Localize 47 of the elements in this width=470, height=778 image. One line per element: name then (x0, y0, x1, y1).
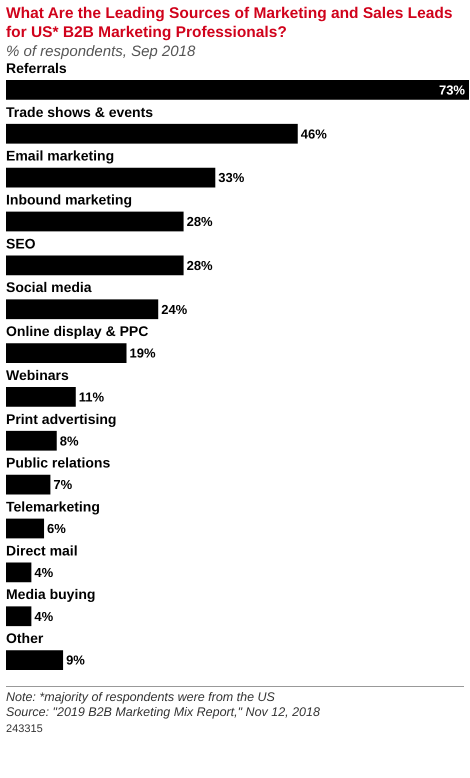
data-label: 11% (78, 390, 105, 405)
data-label: 6% (47, 521, 66, 536)
bar (6, 474, 50, 495)
data-label: 28% (186, 214, 214, 230)
source-note: Source: "2019 B2B Marketing Mix Report," Nov 12, 2018 (6, 705, 321, 720)
y-tick-label: Direct mail (6, 542, 78, 558)
y-tick-label: Public relations (6, 454, 110, 471)
bar (6, 343, 127, 363)
text: 243315 (6, 723, 44, 735)
data-label: 9% (66, 652, 86, 668)
y-tick-label: Print advertising (6, 410, 116, 427)
bar (6, 80, 469, 100)
y-tick-label: Referrals (6, 60, 67, 76)
y-tick-label: Email marketing (6, 148, 114, 164)
bar (6, 299, 158, 320)
data-label: 33% (218, 170, 245, 186)
bar (6, 606, 32, 626)
chart-title: What Are the Leading Sources of Marketing and Sales Leads for US* B2B Marketing Professionals? (5, 4, 454, 42)
y-tick-label: Telemarketing (6, 498, 100, 514)
y-tick-label: Trade shows & events (6, 104, 154, 120)
y-tick-label: SEO (6, 235, 36, 252)
bar (6, 255, 184, 276)
bar (6, 212, 184, 232)
chart-subtitle: % of respondents, Sep 2018 (5, 42, 196, 60)
y-tick-label: Social media (6, 279, 92, 296)
y-tick-label: Media buying (6, 586, 96, 602)
bar (6, 387, 76, 407)
data-label: 4% (34, 608, 54, 624)
data-label: 4% (34, 564, 54, 580)
bar (6, 124, 298, 144)
data-label: 19% (130, 346, 156, 361)
data-label: 7% (53, 477, 73, 492)
bar (6, 562, 32, 582)
bar (6, 650, 64, 670)
y-tick-label: Webinars (6, 366, 69, 383)
text: Note: *majority of respondents were from the US (6, 690, 276, 705)
data-label: 28% (186, 258, 214, 273)
data-label: 8% (60, 433, 79, 448)
data-label: 46% (300, 126, 328, 142)
bar (6, 168, 216, 188)
y-tick-label: Other (6, 630, 44, 646)
bar (6, 430, 57, 451)
y-tick-label: Online display & PPC (6, 323, 148, 340)
bar (6, 518, 44, 538)
data-label: 73% (438, 82, 466, 98)
y-tick-label: Inbound marketing (6, 191, 132, 208)
data-label: 24% (161, 302, 188, 317)
